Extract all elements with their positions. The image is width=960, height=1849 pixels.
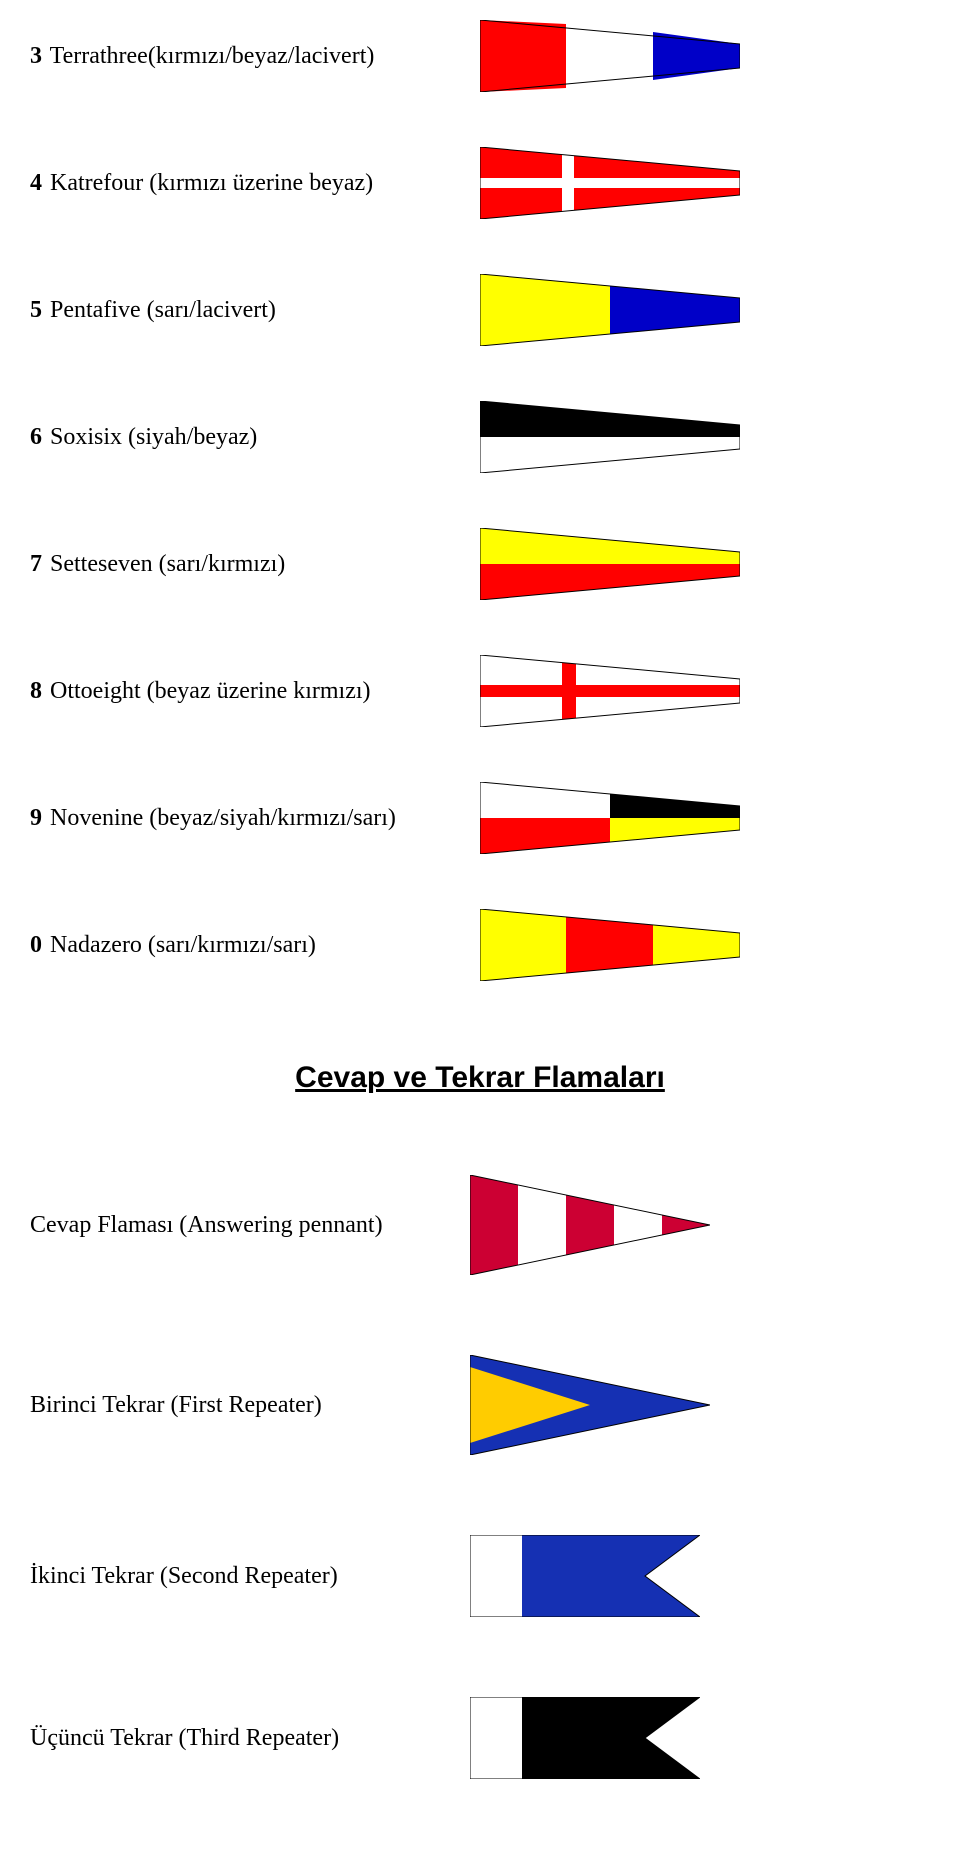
flag-col-3 (480, 20, 930, 92)
label-numeral-9: 9 Novenine (beyaz/siyah/kırmızı/sarı) (30, 805, 460, 832)
flag-numeral-4 (480, 147, 740, 219)
row-numeral-5: 5 Pentafive (sarı/lacivert) (30, 274, 930, 346)
flag-col-9 (480, 782, 930, 854)
num-9: 9 (30, 805, 42, 831)
desc-3: Terrathree(kırmızı/beyaz/lacivert) (50, 43, 375, 69)
row-answering: Cevap Flaması (Answering pennant) (30, 1175, 930, 1275)
label-second-repeater: İkinci Tekrar (Second Repeater) (30, 1563, 450, 1590)
num-3: 3 (30, 43, 42, 69)
row-numeral-9: 9 Novenine (beyaz/siyah/kırmızı/sarı) (30, 782, 930, 854)
num-0: 0 (30, 932, 42, 958)
flag-first-repeater (470, 1355, 710, 1455)
flag-third-repeater (470, 1697, 700, 1779)
flag-answering (470, 1175, 710, 1275)
flag-numeral-9 (480, 782, 740, 854)
flag-col-0 (480, 909, 930, 981)
num-5: 5 (30, 297, 42, 323)
label-numeral-8: 8 Ottoeight (beyaz üzerine kırmızı) (30, 678, 460, 705)
flag-col-second (470, 1535, 930, 1617)
row-first-repeater: Birinci Tekrar (First Repeater) (30, 1355, 930, 1455)
flag-second-repeater (470, 1535, 700, 1617)
desc-4: Katrefour (kırmızı üzerine beyaz) (50, 170, 373, 196)
desc-8: Ottoeight (beyaz üzerine kırmızı) (50, 678, 371, 704)
flag-numeral-0 (480, 909, 740, 981)
flag-col-first (470, 1355, 930, 1455)
flag-col-4 (480, 147, 930, 219)
label-numeral-6: 6 Soxisix (siyah/beyaz) (30, 424, 460, 451)
row-third-repeater: Üçüncü Tekrar (Third Repeater) (30, 1697, 930, 1779)
num-6: 6 (30, 424, 42, 450)
desc-6: Soxisix (siyah/beyaz) (50, 424, 257, 450)
label-first-repeater: Birinci Tekrar (First Repeater) (30, 1392, 450, 1419)
row-second-repeater: İkinci Tekrar (Second Repeater) (30, 1535, 930, 1617)
row-numeral-3: 3 Terrathree(kırmızı/beyaz/lacivert) (30, 20, 930, 92)
flag-numeral-7 (480, 528, 740, 600)
num-7: 7 (30, 551, 42, 577)
row-numeral-6: 6 Soxisix (siyah/beyaz) (30, 401, 930, 473)
label-answering: Cevap Flaması (Answering pennant) (30, 1212, 450, 1239)
desc-5: Pentafive (sarı/lacivert) (50, 297, 276, 323)
label-numeral-7: 7 Setteseven (sarı/kırmızı) (30, 551, 460, 578)
flag-col-6 (480, 401, 930, 473)
label-numeral-0: 0 Nadazero (sarı/kırmızı/sarı) (30, 932, 460, 959)
flag-numeral-8 (480, 655, 740, 727)
flag-numeral-3 (480, 20, 740, 92)
flag-numeral-6 (480, 401, 740, 473)
label-numeral-4: 4 Katrefour (kırmızı üzerine beyaz) (30, 170, 460, 197)
flag-col-5 (480, 274, 930, 346)
flag-col-8 (480, 655, 930, 727)
num-4: 4 (30, 170, 42, 196)
flag-col-third (470, 1697, 930, 1779)
row-numeral-0: 0 Nadazero (sarı/kırmızı/sarı) (30, 909, 930, 981)
label-third-repeater: Üçüncü Tekrar (Third Repeater) (30, 1725, 450, 1752)
desc-0: Nadazero (sarı/kırmızı/sarı) (50, 932, 316, 958)
flag-col-7 (480, 528, 930, 600)
row-numeral-8: 8 Ottoeight (beyaz üzerine kırmızı) (30, 655, 930, 727)
flag-numeral-5 (480, 274, 740, 346)
section-title: Cevap ve Tekrar Flamaları (30, 1061, 930, 1095)
num-8: 8 (30, 678, 42, 704)
label-numeral-5: 5 Pentafive (sarı/lacivert) (30, 297, 460, 324)
flag-col-answering (470, 1175, 930, 1275)
desc-7: Setteseven (sarı/kırmızı) (50, 551, 285, 577)
desc-9: Novenine (beyaz/siyah/kırmızı/sarı) (50, 805, 396, 831)
label-numeral-3: 3 Terrathree(kırmızı/beyaz/lacivert) (30, 43, 460, 70)
row-numeral-4: 4 Katrefour (kırmızı üzerine beyaz) (30, 147, 930, 219)
row-numeral-7: 7 Setteseven (sarı/kırmızı) (30, 528, 930, 600)
